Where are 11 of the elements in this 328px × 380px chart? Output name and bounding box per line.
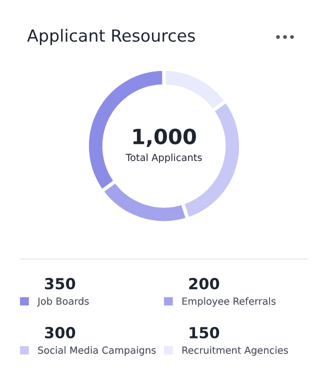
- data-label: 200: [189, 278, 220, 290]
- data-label: 300: [45, 326, 76, 338]
- legend-label: Social Media Campaigns: [38, 346, 156, 356]
- data-label: 350: [45, 278, 76, 290]
- legend-label: Employee Referrals: [182, 297, 276, 307]
- legend-label: Job Boards: [36, 297, 89, 307]
- legend-label: Recruitment Agencies: [182, 346, 288, 356]
- text: 1,000: [133, 128, 196, 148]
- text: Total Applicants: [126, 154, 202, 163]
- data-label: 150: [190, 326, 220, 338]
- chart-title: Applicant Resources: [27, 28, 195, 46]
